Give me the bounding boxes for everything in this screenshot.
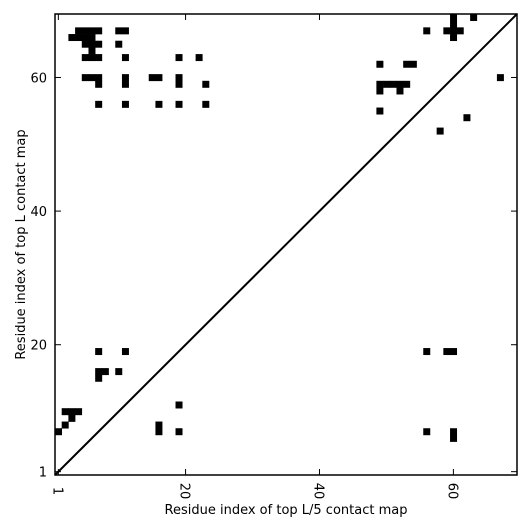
contact-cell-upper: [121, 80, 129, 88]
contact-cell-lower: [115, 368, 123, 376]
contact-cell-lower: [121, 348, 129, 356]
contact-cell-upper: [155, 74, 163, 82]
contact-cell-upper: [423, 27, 431, 35]
y-axis-label: Residue index of top L contact map: [14, 129, 29, 359]
contact-cell-upper: [75, 34, 83, 42]
y-tick-label: 20: [30, 339, 47, 354]
contact-cell-upper: [75, 27, 83, 35]
contact-cell-upper: [409, 60, 417, 68]
tick-labels: 1 20 40 60 1 20 40 60: [30, 71, 459, 499]
contact-cell-upper: [81, 34, 89, 42]
y-tick-label: 1: [39, 466, 47, 481]
contact-cell-upper: [88, 27, 96, 35]
contact-cell-upper: [148, 74, 156, 82]
contact-cell-lower: [450, 428, 458, 436]
contact-cell-lower: [101, 368, 109, 376]
contact-cell-upper: [95, 27, 103, 35]
contact-cell-upper: [68, 34, 76, 42]
contact-cell-upper: [81, 40, 89, 48]
contact-cell-upper: [115, 40, 123, 48]
contact-cell-upper: [121, 100, 129, 108]
contact-cell-lower: [61, 421, 69, 429]
contact-cell-upper: [450, 27, 458, 35]
contact-cell-upper: [95, 74, 103, 82]
y-tick-label: 40: [30, 205, 47, 220]
contact-cell-upper: [81, 27, 89, 35]
contact-cell-lower: [423, 428, 431, 436]
contact-cell-upper: [121, 74, 129, 82]
contact-cell-upper: [95, 100, 103, 108]
contact-cell-upper: [175, 54, 183, 62]
x-tick-label: 1: [49, 487, 64, 495]
contact-cell-upper: [88, 54, 96, 62]
contact-cell-upper: [175, 100, 183, 108]
x-axis-label: Residue index of top L/5 contact map: [165, 503, 408, 518]
contact-cell-upper: [456, 27, 464, 35]
contact-cell-upper: [376, 107, 384, 115]
contact-cell-upper: [175, 74, 183, 82]
contact-cell-upper: [115, 27, 123, 35]
contact-cell-lower: [61, 408, 69, 416]
contact-cell-upper: [463, 114, 471, 122]
contact-cell-upper: [195, 54, 203, 62]
contact-cell-upper: [95, 54, 103, 62]
contact-cell-lower: [95, 348, 103, 356]
contact-cell-upper: [155, 100, 163, 108]
contact-cell-upper: [81, 74, 89, 82]
contact-cell-upper: [403, 60, 411, 68]
x-tick-label: 60: [444, 483, 459, 500]
contact-cell-lower: [95, 368, 103, 376]
contact-cell-upper: [202, 100, 210, 108]
contact-cell-upper: [396, 80, 404, 88]
contact-cell-lower: [443, 348, 451, 356]
contact-cell-upper: [88, 74, 96, 82]
contact-cell-upper: [496, 74, 504, 82]
contact-cell-upper: [403, 80, 411, 88]
x-tick-label: 40: [310, 483, 325, 500]
contact-cell-lower: [175, 428, 183, 436]
contact-cell-upper: [383, 80, 391, 88]
contact-cell-lower: [55, 428, 62, 436]
contact-cell-upper: [376, 80, 384, 88]
contact-cell-lower: [95, 374, 103, 382]
contact-cell-upper: [88, 40, 96, 48]
plot-frame: [54, 13, 518, 476]
diagonal-line: [54, 13, 518, 476]
contact-cell-lower: [450, 434, 458, 442]
contact-cell-upper: [81, 54, 89, 62]
contact-cell-lower: [155, 421, 163, 429]
contact-cell-upper: [389, 80, 397, 88]
contact-cell-upper: [450, 34, 458, 42]
contact-cell-lower: [450, 348, 458, 356]
contact-cell-upper: [88, 47, 96, 55]
contact-cell-upper: [175, 80, 183, 88]
axis-ticks: [55, 14, 517, 475]
contact-cell-upper: [396, 87, 404, 95]
contact-cell-upper: [436, 127, 444, 135]
contact-cells: [55, 14, 504, 442]
contact-cell-lower: [155, 428, 163, 436]
contact-cell-lower: [68, 414, 76, 422]
contact-cell-lower: [423, 348, 431, 356]
y-tick-label: 60: [30, 71, 47, 86]
contact-cell-upper: [121, 27, 129, 35]
x-tick-label: 20: [177, 483, 192, 500]
contact-cell-upper: [95, 40, 103, 48]
contact-cell-upper: [95, 80, 103, 88]
contact-cell-lower: [75, 408, 83, 416]
contact-cell-lower: [68, 408, 76, 416]
contact-cell-upper: [376, 60, 384, 68]
contact-cell-upper: [443, 27, 451, 35]
contact-cell-upper: [88, 34, 96, 42]
contact-cell-upper: [202, 80, 210, 88]
contact-cell-upper: [450, 20, 458, 28]
contact-cell-upper: [376, 87, 384, 95]
contact-cell-upper: [470, 14, 478, 21]
contact-cell-lower: [175, 401, 183, 409]
contact-cell-upper: [121, 54, 129, 62]
